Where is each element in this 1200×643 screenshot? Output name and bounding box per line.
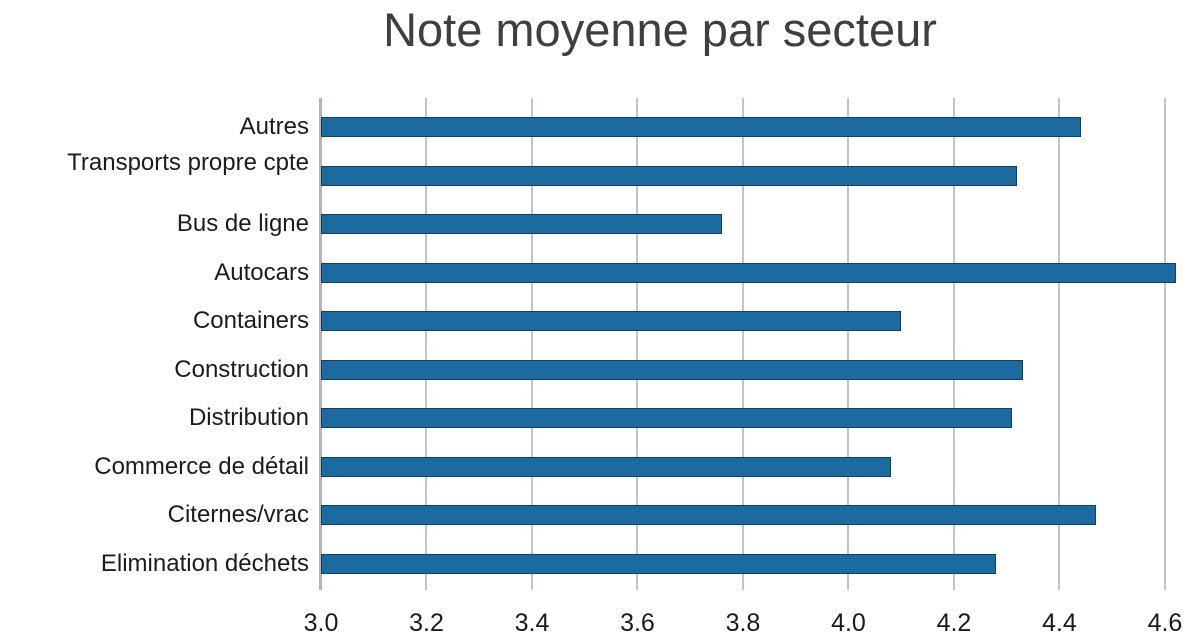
- plot-area: [321, 98, 1185, 590]
- bar-row: [321, 443, 1185, 492]
- x-tick-label: 3.0: [303, 609, 339, 637]
- bar: [321, 553, 997, 574]
- x-tick-label: 4.0: [831, 609, 866, 637]
- gridline: [425, 98, 428, 590]
- x-tick-label: 4.6: [1147, 609, 1183, 637]
- bar: [321, 214, 722, 235]
- bar: [321, 117, 1081, 138]
- category-label: Distribution: [188, 404, 309, 431]
- gridline: [1163, 98, 1166, 590]
- bar: [321, 456, 891, 477]
- category-label: Containers: [192, 307, 309, 334]
- bar-row: [321, 394, 1185, 443]
- x-tick-label: 4.2: [936, 609, 972, 637]
- bar-row: [321, 249, 1185, 298]
- gridline: [952, 98, 955, 590]
- category-label: Construction: [174, 355, 309, 383]
- gridline: [636, 98, 639, 590]
- category-label: Autocars: [214, 258, 309, 286]
- x-tick-label: 3.6: [620, 609, 655, 637]
- category-label: Autres: [239, 113, 309, 140]
- y-axis-line: [319, 98, 322, 590]
- category-label: Transports propre cpte: [67, 148, 309, 176]
- bar-row: [321, 200, 1185, 249]
- value-axis-labels: 3.0 3.2 3.4 3.6 3.8 4.0 4.2 4.4 4.6: [304, 609, 1185, 641]
- chart-title: Note moyenne par secteur: [383, 3, 937, 56]
- x-tick-label: 4.4: [1042, 609, 1077, 637]
- gridline: [847, 98, 850, 590]
- x-tick-label: 3.8: [725, 609, 761, 637]
- bar: [321, 408, 1012, 429]
- bar: [321, 359, 1023, 380]
- x-tick-label: 3.2: [409, 609, 444, 637]
- gridline: [741, 98, 744, 590]
- bar-row: [321, 103, 1185, 152]
- bar-row: [321, 152, 1185, 201]
- category-label: Elimination déchets: [100, 549, 309, 577]
- bar-row: [321, 346, 1185, 395]
- bar: [321, 311, 902, 332]
- gridline: [1058, 98, 1061, 590]
- bar: [321, 262, 1176, 283]
- category-label: Citernes/vrac: [167, 501, 309, 528]
- bar-row: [321, 540, 1185, 589]
- bar-row: [321, 491, 1185, 540]
- category-axis-labels: Autres Transports propre cpte Bus de ligne…: [0, 98, 311, 588]
- bar: [321, 165, 1018, 186]
- category-label: Commerce de détail: [94, 452, 309, 480]
- bar-row: [321, 297, 1185, 346]
- bar: [321, 505, 1097, 526]
- x-tick-label: 3.4: [514, 609, 550, 637]
- category-label: Bus de ligne: [176, 210, 309, 237]
- gridline: [530, 98, 533, 590]
